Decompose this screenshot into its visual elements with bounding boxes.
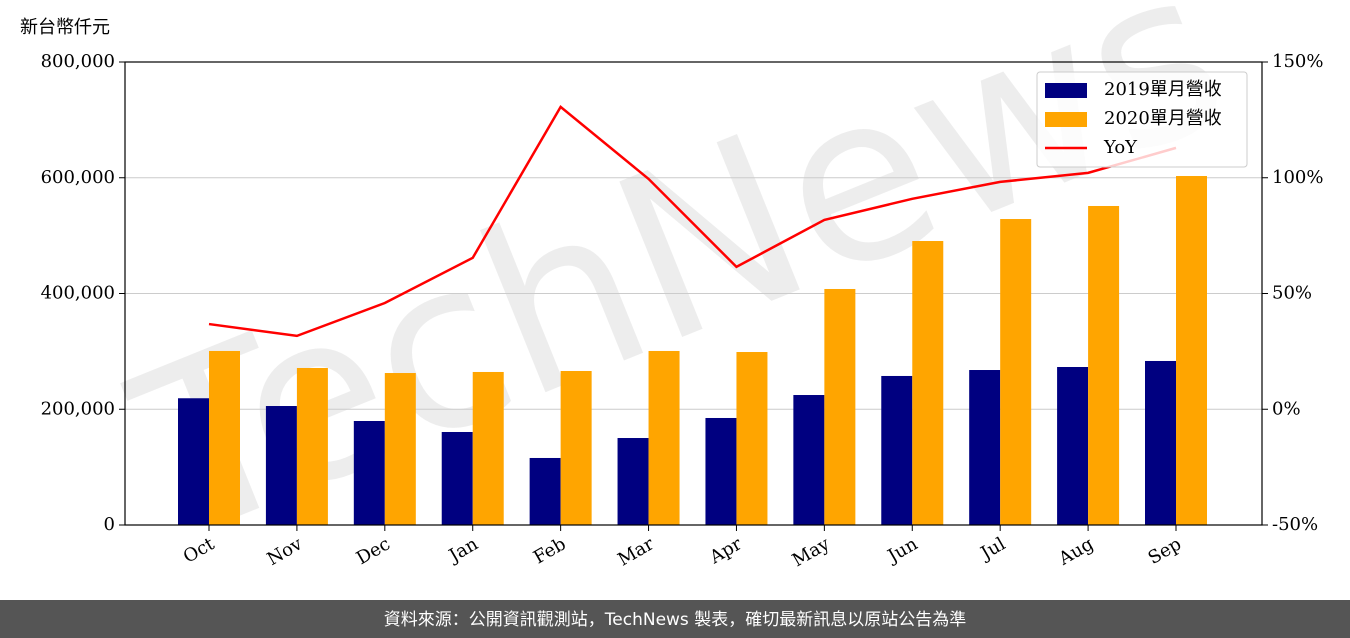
y-axis-unit: 新台幣仟元 — [20, 17, 110, 38]
bar — [969, 370, 1001, 525]
bar — [472, 371, 504, 525]
legend-box — [1036, 71, 1248, 168]
bar — [441, 431, 473, 525]
x-tick-label: Sep — [1145, 533, 1185, 568]
x-tick-label: Jul — [976, 533, 1010, 565]
legend-label: YoY — [1103, 137, 1138, 158]
y2-tick-label: 150% — [1272, 51, 1323, 72]
bar — [1088, 205, 1120, 526]
legend-label: 2020單月營收 — [1104, 108, 1222, 129]
bar — [793, 395, 825, 525]
x-tick-label: Aug — [1054, 533, 1097, 570]
bar — [912, 241, 944, 525]
bar — [881, 375, 913, 525]
bar — [1145, 360, 1176, 525]
bar — [296, 367, 328, 525]
bar — [353, 420, 385, 525]
y2-tick-label: 100% — [1272, 167, 1323, 188]
x-tick-label: Jun — [883, 533, 922, 568]
bar — [824, 288, 856, 525]
bar — [384, 373, 416, 525]
y-tick-label: 200,000 — [41, 398, 115, 419]
y-tick-label: 400,000 — [41, 283, 115, 304]
x-tick-label: Mar — [614, 533, 658, 570]
bar — [705, 417, 737, 525]
plot-frame — [124, 61, 1263, 526]
bar — [1000, 219, 1032, 525]
y2-tick-label: -50% — [1272, 514, 1318, 535]
y-tick-label: 600,000 — [41, 167, 115, 188]
y2-tick-label: 0% — [1272, 398, 1301, 419]
x-tick-label: Apr — [705, 533, 745, 568]
legend-swatch — [1045, 83, 1087, 98]
y-tick-label: 800,000 — [41, 51, 115, 72]
footer: 資料來源：公開資訊觀測站，TechNews 製表，確切最新訊息以原站公告為準 — [384, 610, 966, 630]
bar — [1057, 367, 1089, 525]
bar — [178, 398, 209, 525]
bar — [617, 438, 649, 525]
bar — [209, 350, 240, 525]
x-tick-label: May — [789, 533, 834, 571]
y-tick-label: 0 — [104, 514, 115, 535]
footer-bar — [0, 600, 1350, 638]
legend-label: 2019單月營收 — [1104, 79, 1222, 100]
bar — [529, 457, 561, 525]
bar — [736, 352, 768, 525]
bar — [265, 406, 297, 525]
bar — [560, 370, 592, 525]
x-tick-label: Jan — [444, 533, 482, 567]
yoy-line — [208, 105, 1177, 338]
y2-tick-label: 50% — [1272, 283, 1312, 304]
legend-swatch — [1045, 112, 1087, 127]
x-tick-label: Feb — [530, 533, 570, 568]
bar — [1176, 176, 1207, 526]
x-tick-label: Dec — [353, 533, 394, 569]
bar — [648, 350, 680, 525]
